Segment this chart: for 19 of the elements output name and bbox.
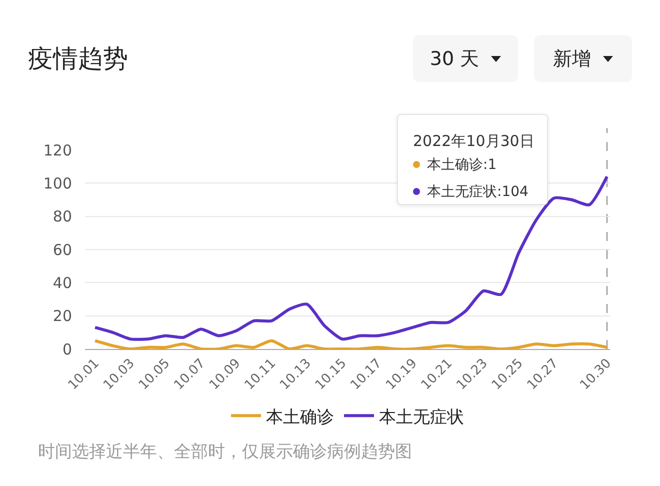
chart-title: 疫情趋势 xyxy=(28,44,128,73)
text: 时间选择近半年、全部时，仅展示确诊病例趋势图 xyxy=(38,442,412,462)
dropdown-button[interactable]: 30 天 xyxy=(413,35,518,82)
y-tick-label: 80 xyxy=(52,208,72,226)
legend-label: 本土无症状 xyxy=(379,407,464,428)
legend-label: 本土确诊 xyxy=(266,407,334,428)
y-tick-label: 0 xyxy=(62,340,72,358)
line-series xyxy=(94,175,608,341)
y-tick-label: 60 xyxy=(52,240,72,259)
annotation: 本土确诊:1 xyxy=(427,157,497,173)
line-series xyxy=(94,339,608,349)
y-tick-label: 40 xyxy=(52,274,72,292)
y-tick-label: 20 xyxy=(52,307,72,326)
annotation: 2022年10月30日 xyxy=(413,132,534,150)
tooltip: 2022年10月30日 本土确诊:1 本土无症状:104 xyxy=(397,114,548,205)
y-tick-label: 100 xyxy=(43,174,72,192)
dropdown-button[interactable]: 新增 xyxy=(534,35,632,82)
y-tick-label: 120 xyxy=(43,141,72,160)
annotation: 本土无症状:104 xyxy=(427,184,528,200)
